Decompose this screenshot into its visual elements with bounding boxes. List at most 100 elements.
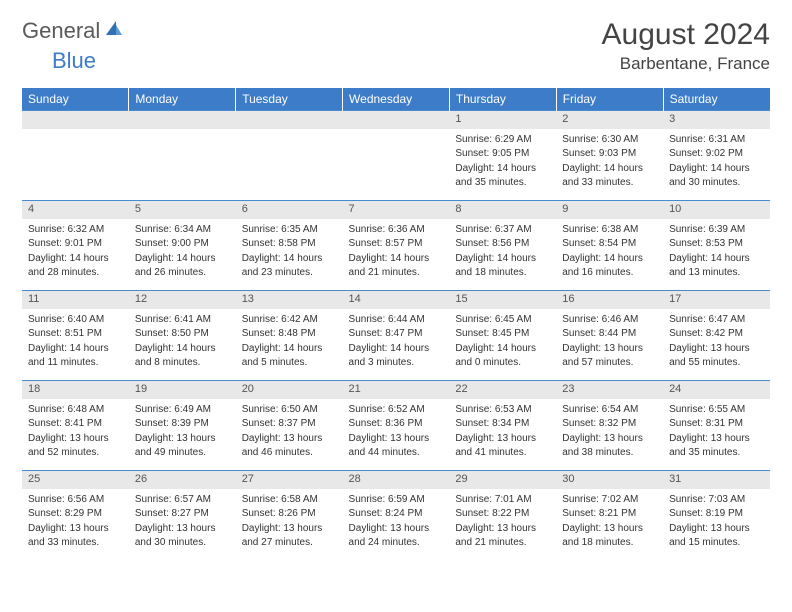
day-content-cell: Sunrise: 6:35 AMSunset: 8:58 PMDaylight:… <box>236 219 343 291</box>
day-content-cell: Sunrise: 6:37 AMSunset: 8:56 PMDaylight:… <box>449 219 556 291</box>
day-number-row: 123 <box>22 111 770 129</box>
daylight-text: and 27 minutes. <box>242 536 337 550</box>
day-number-cell: 25 <box>22 471 129 489</box>
sunset-text: Sunset: 8:24 PM <box>349 507 444 521</box>
sunrise-text: Sunrise: 6:44 AM <box>349 313 444 327</box>
daylight-text: and 41 minutes. <box>455 446 550 460</box>
daylight-text: and 55 minutes. <box>669 356 764 370</box>
sunrise-text: Sunrise: 6:41 AM <box>135 313 230 327</box>
daylight-text: Daylight: 14 hours <box>135 252 230 266</box>
day-content-cell: Sunrise: 6:56 AMSunset: 8:29 PMDaylight:… <box>22 489 129 561</box>
daylight-text: and 52 minutes. <box>28 446 123 460</box>
day-content-cell <box>236 129 343 201</box>
sunset-text: Sunset: 8:34 PM <box>455 417 550 431</box>
day-content-cell: Sunrise: 6:29 AMSunset: 9:05 PMDaylight:… <box>449 129 556 201</box>
calendar-page: General August 2024 Barbentane, France B… <box>0 0 792 571</box>
sunrise-text: Sunrise: 6:39 AM <box>669 223 764 237</box>
day-number-cell: 16 <box>556 291 663 309</box>
day-number-cell: 11 <box>22 291 129 309</box>
day-number-cell: 17 <box>663 291 770 309</box>
day-content-cell: Sunrise: 6:47 AMSunset: 8:42 PMDaylight:… <box>663 309 770 381</box>
sunset-text: Sunset: 8:57 PM <box>349 237 444 251</box>
brand-logo: General <box>22 18 126 44</box>
day-number-cell: 15 <box>449 291 556 309</box>
sunrise-text: Sunrise: 6:54 AM <box>562 403 657 417</box>
daylight-text: Daylight: 14 hours <box>135 342 230 356</box>
day-content-cell: Sunrise: 6:36 AMSunset: 8:57 PMDaylight:… <box>343 219 450 291</box>
sunrise-text: Sunrise: 6:32 AM <box>28 223 123 237</box>
daylight-text: Daylight: 14 hours <box>28 252 123 266</box>
daylight-text: and 49 minutes. <box>135 446 230 460</box>
day-number-cell: 21 <box>343 381 450 399</box>
daylight-text: Daylight: 13 hours <box>669 342 764 356</box>
day-number-cell: 28 <box>343 471 450 489</box>
daylight-text: Daylight: 14 hours <box>28 342 123 356</box>
daylight-text: Daylight: 13 hours <box>135 432 230 446</box>
day-content-cell: Sunrise: 6:38 AMSunset: 8:54 PMDaylight:… <box>556 219 663 291</box>
sunrise-text: Sunrise: 6:49 AM <box>135 403 230 417</box>
daylight-text: Daylight: 13 hours <box>242 432 337 446</box>
day-number-cell: 9 <box>556 201 663 219</box>
brand-part1: General <box>22 18 100 44</box>
daylight-text: and 13 minutes. <box>669 266 764 280</box>
sunset-text: Sunset: 8:29 PM <box>28 507 123 521</box>
day-number-cell <box>236 111 343 129</box>
daylight-text: Daylight: 13 hours <box>28 522 123 536</box>
sunset-text: Sunset: 8:32 PM <box>562 417 657 431</box>
daylight-text: and 0 minutes. <box>455 356 550 370</box>
day-content-row: Sunrise: 6:29 AMSunset: 9:05 PMDaylight:… <box>22 129 770 201</box>
daylight-text: and 3 minutes. <box>349 356 444 370</box>
day-content-cell: Sunrise: 6:57 AMSunset: 8:27 PMDaylight:… <box>129 489 236 561</box>
daylight-text: and 46 minutes. <box>242 446 337 460</box>
sunrise-text: Sunrise: 6:48 AM <box>28 403 123 417</box>
sunrise-text: Sunrise: 6:40 AM <box>28 313 123 327</box>
sunset-text: Sunset: 8:56 PM <box>455 237 550 251</box>
weekday-header: Tuesday <box>236 88 343 111</box>
day-content-cell: Sunrise: 6:55 AMSunset: 8:31 PMDaylight:… <box>663 399 770 471</box>
day-content-cell: Sunrise: 6:52 AMSunset: 8:36 PMDaylight:… <box>343 399 450 471</box>
sunset-text: Sunset: 8:39 PM <box>135 417 230 431</box>
weekday-header-row: Sunday Monday Tuesday Wednesday Thursday… <box>22 88 770 111</box>
daylight-text: and 11 minutes. <box>28 356 123 370</box>
day-number-cell: 6 <box>236 201 343 219</box>
sunrise-text: Sunrise: 6:37 AM <box>455 223 550 237</box>
day-content-cell: Sunrise: 6:53 AMSunset: 8:34 PMDaylight:… <box>449 399 556 471</box>
day-number-cell: 30 <box>556 471 663 489</box>
sunrise-text: Sunrise: 6:38 AM <box>562 223 657 237</box>
daylight-text: and 35 minutes. <box>455 176 550 190</box>
day-number-cell: 29 <box>449 471 556 489</box>
daylight-text: and 21 minutes. <box>349 266 444 280</box>
daylight-text: and 24 minutes. <box>349 536 444 550</box>
day-number-cell: 31 <box>663 471 770 489</box>
daylight-text: and 26 minutes. <box>135 266 230 280</box>
sunset-text: Sunset: 8:21 PM <box>562 507 657 521</box>
day-number-cell: 22 <box>449 381 556 399</box>
daylight-text: Daylight: 13 hours <box>562 432 657 446</box>
day-content-cell: Sunrise: 6:31 AMSunset: 9:02 PMDaylight:… <box>663 129 770 201</box>
day-content-cell <box>343 129 450 201</box>
daylight-text: and 8 minutes. <box>135 356 230 370</box>
sunset-text: Sunset: 9:03 PM <box>562 147 657 161</box>
day-content-cell <box>129 129 236 201</box>
day-number-cell: 8 <box>449 201 556 219</box>
day-content-cell: Sunrise: 6:45 AMSunset: 8:45 PMDaylight:… <box>449 309 556 381</box>
daylight-text: Daylight: 14 hours <box>455 162 550 176</box>
day-number-cell: 19 <box>129 381 236 399</box>
title-block: August 2024 Barbentane, France <box>602 18 770 74</box>
day-number-row: 11121314151617 <box>22 291 770 309</box>
sunset-text: Sunset: 8:36 PM <box>349 417 444 431</box>
sunset-text: Sunset: 8:54 PM <box>562 237 657 251</box>
sunset-text: Sunset: 8:47 PM <box>349 327 444 341</box>
sunset-text: Sunset: 9:05 PM <box>455 147 550 161</box>
day-number-cell <box>22 111 129 129</box>
daylight-text: Daylight: 13 hours <box>349 432 444 446</box>
daylight-text: and 5 minutes. <box>242 356 337 370</box>
daylight-text: Daylight: 14 hours <box>349 252 444 266</box>
sunrise-text: Sunrise: 6:47 AM <box>669 313 764 327</box>
day-content-cell: Sunrise: 6:46 AMSunset: 8:44 PMDaylight:… <box>556 309 663 381</box>
sunrise-text: Sunrise: 6:57 AM <box>135 493 230 507</box>
day-number-cell: 5 <box>129 201 236 219</box>
day-number-cell: 24 <box>663 381 770 399</box>
daylight-text: and 18 minutes. <box>455 266 550 280</box>
day-number-row: 45678910 <box>22 201 770 219</box>
